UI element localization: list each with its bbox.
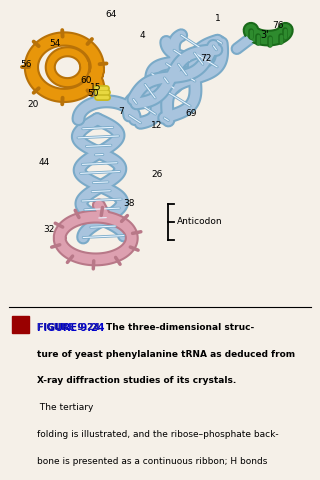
Text: The tertiary: The tertiary bbox=[37, 403, 93, 412]
Text: 69: 69 bbox=[186, 109, 197, 118]
Text: 72: 72 bbox=[200, 54, 211, 63]
Text: 32: 32 bbox=[43, 225, 54, 234]
Text: 15: 15 bbox=[90, 84, 101, 93]
Text: X-ray diffraction studies of its crystals.: X-ray diffraction studies of its crystal… bbox=[37, 376, 236, 385]
Text: 54: 54 bbox=[49, 39, 60, 48]
Text: 7: 7 bbox=[118, 107, 124, 116]
Text: 26: 26 bbox=[151, 169, 163, 179]
Text: 12: 12 bbox=[151, 120, 163, 130]
Text: bone is presented as a continuous ribbon; H bonds: bone is presented as a continuous ribbon… bbox=[37, 457, 268, 466]
Text: FIGURE 9.24: FIGURE 9.24 bbox=[37, 323, 105, 333]
Text: Anticodon: Anticodon bbox=[177, 217, 222, 226]
Text: 60: 60 bbox=[81, 76, 92, 85]
Text: FIGURE 9.24  The three-dimensional struc-: FIGURE 9.24 The three-dimensional struc- bbox=[37, 323, 254, 332]
Text: 64: 64 bbox=[106, 10, 117, 19]
Text: 3': 3' bbox=[260, 29, 269, 39]
Text: 4: 4 bbox=[140, 32, 146, 40]
Text: 76: 76 bbox=[272, 21, 283, 29]
Text: 1: 1 bbox=[215, 13, 221, 23]
Bar bbox=[12, 316, 29, 333]
Text: 20: 20 bbox=[27, 100, 39, 109]
Text: folding is illustrated, and the ribose–phosphate back-: folding is illustrated, and the ribose–p… bbox=[37, 430, 279, 439]
Text: ture of yeast phenylalanine tRNA as deduced from: ture of yeast phenylalanine tRNA as dedu… bbox=[37, 349, 295, 359]
Text: 56: 56 bbox=[20, 60, 32, 69]
Text: 38: 38 bbox=[123, 199, 134, 208]
Text: 44: 44 bbox=[38, 158, 50, 167]
Text: 50: 50 bbox=[87, 89, 98, 98]
Text: FIGURE 9.24: FIGURE 9.24 bbox=[37, 323, 100, 332]
